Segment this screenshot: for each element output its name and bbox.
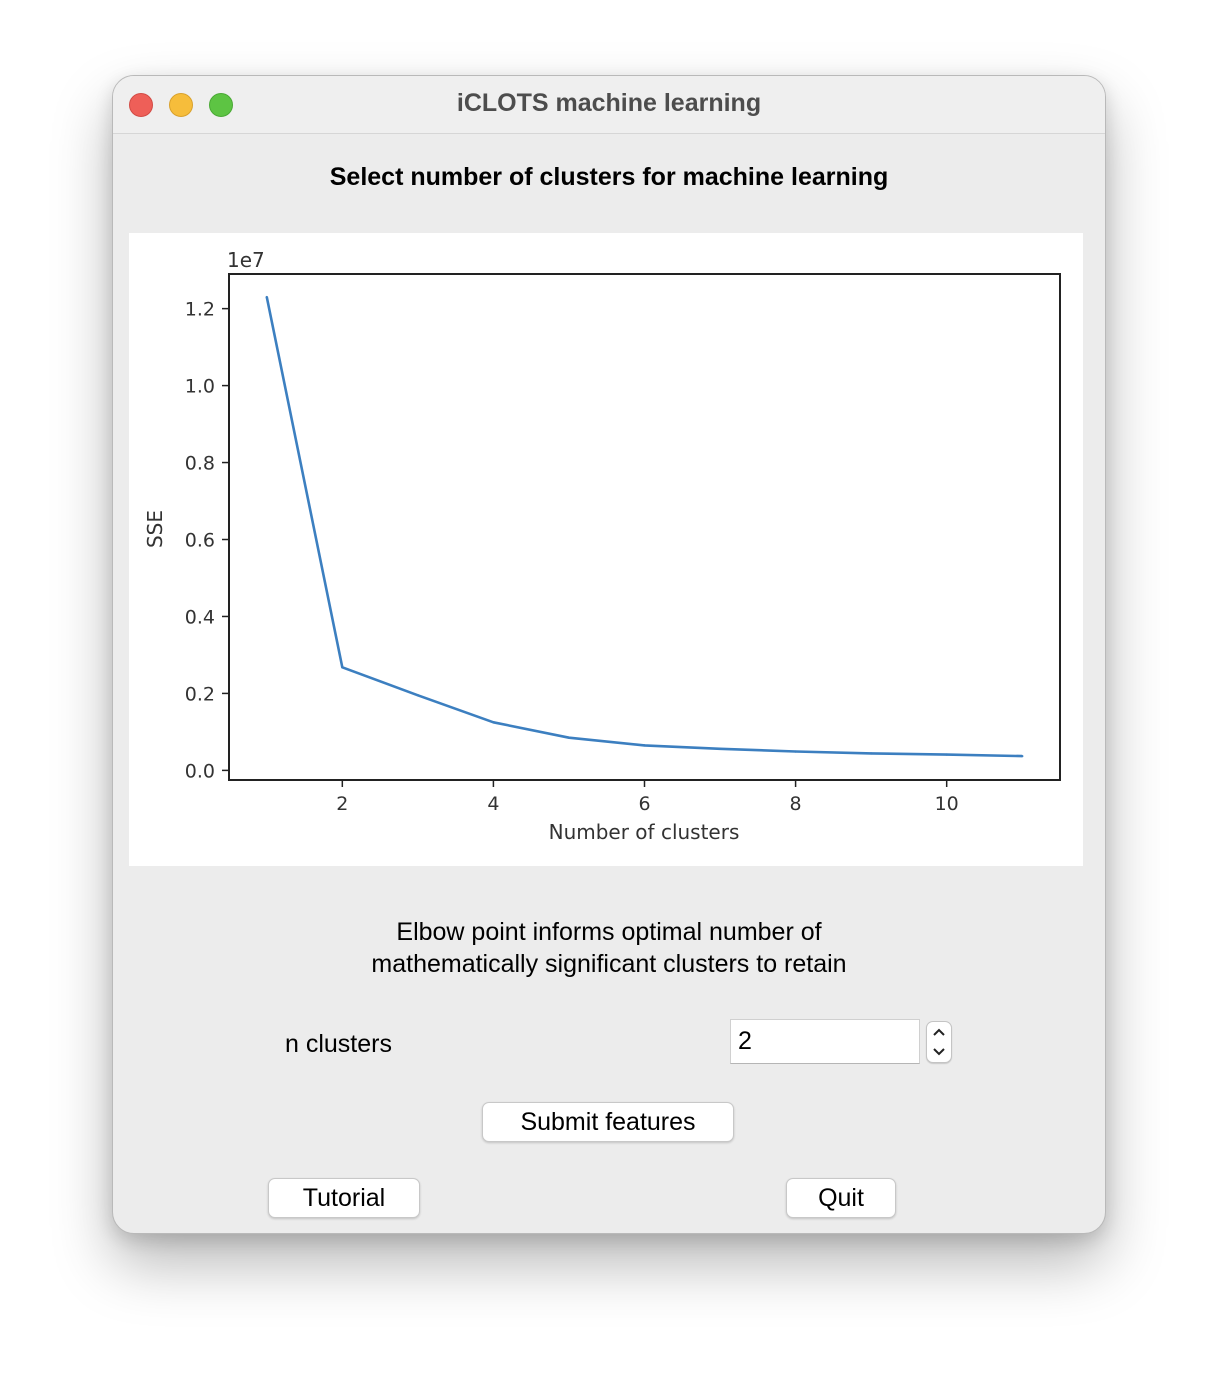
x-tick-label: 6: [638, 793, 650, 815]
y-tick-label: 1.2: [185, 299, 215, 321]
quit-button[interactable]: Quit: [786, 1178, 896, 1218]
x-axis-ticks: 2 4 6 8 10: [336, 780, 959, 815]
y-tick-label: 0.0: [185, 760, 215, 782]
y-tick-label: 0.6: [185, 530, 215, 552]
x-axis-label: Number of clusters: [549, 820, 740, 844]
y-tick-label: 1.0: [185, 376, 215, 398]
sse-data-point: [794, 750, 797, 753]
y-axis-label: SSE: [143, 510, 167, 548]
tutorial-button[interactable]: Tutorial: [268, 1178, 420, 1218]
sse-data-point: [1021, 754, 1024, 758]
x-tick-label: 4: [487, 793, 499, 815]
sse-data-point: [869, 752, 873, 755]
chevron-up-icon: [933, 1028, 945, 1036]
stepper-down-button[interactable]: [927, 1042, 951, 1062]
y-tick-label: 0.8: [185, 453, 215, 475]
elbow-chart: 2 4 6 8 10 0.0 0.2 0.4 0.6 0.8 1.0 1.2 1e7 Number …: [143, 248, 1061, 844]
description-line-2: mathematically significant clusters to r…: [371, 950, 847, 978]
minimize-window-button[interactable]: [169, 93, 193, 117]
description-line-1: Elbow point informs optimal number of: [396, 918, 822, 946]
y-offset-label: 1e7: [227, 248, 265, 272]
y-axis-ticks: 0.0 0.2 0.4 0.6 0.8 1.0 1.2: [185, 299, 229, 782]
elbow-description: Elbow point informs optimal number of ma…: [113, 916, 1105, 980]
elbow-plot-panel: 2 4 6 8 10 0.0 0.2 0.4 0.6 0.8 1.0 1.2 1e7 Number …: [129, 233, 1083, 866]
title-bar[interactable]: iCLOTS machine learning: [113, 76, 1105, 134]
maximize-window-button[interactable]: [209, 93, 233, 117]
x-tick-label: 8: [790, 793, 802, 815]
n-clusters-input[interactable]: 2: [730, 1019, 920, 1064]
x-tick-label: 10: [935, 793, 959, 815]
close-window-button[interactable]: [129, 93, 153, 117]
n-clusters-label: n clusters: [285, 1030, 392, 1058]
sse-data-point: [341, 666, 344, 669]
sse-data-point: [492, 721, 495, 724]
window-title: iCLOTS machine learning: [456, 89, 762, 117]
submit-features-button[interactable]: Submit features: [482, 1102, 734, 1142]
sse-series-vertices: [265, 295, 1024, 758]
x-tick-label: 2: [336, 793, 348, 815]
n-clusters-stepper[interactable]: [926, 1021, 952, 1063]
y-tick-label: 0.2: [185, 683, 215, 705]
plot-axes-frame: [228, 273, 1061, 781]
app-window: iCLOTS machine learning Select number of…: [112, 75, 1106, 1234]
sse-data-point: [718, 747, 722, 751]
chevron-down-icon: [933, 1048, 945, 1056]
sse-data-point: [567, 736, 571, 739]
sse-data-point: [265, 295, 268, 299]
sse-data-point: [416, 694, 420, 697]
page-heading: Select number of clusters for machine le…: [329, 163, 889, 191]
y-tick-label: 0.4: [185, 606, 215, 628]
sse-data-point: [643, 744, 646, 747]
stepper-up-button[interactable]: [927, 1022, 951, 1042]
sse-data-point: [945, 753, 948, 756]
